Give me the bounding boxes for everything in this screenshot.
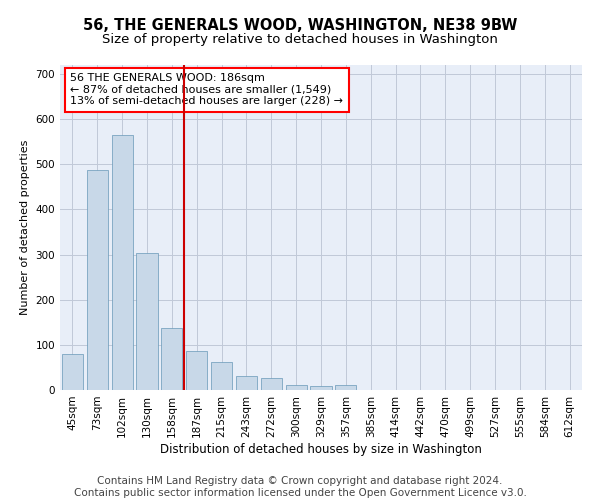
- Bar: [161, 328, 182, 390]
- Bar: [236, 376, 257, 390]
- Text: Size of property relative to detached houses in Washington: Size of property relative to detached ho…: [102, 32, 498, 46]
- Bar: [186, 351, 207, 390]
- Text: Contains HM Land Registry data © Crown copyright and database right 2024.
Contai: Contains HM Land Registry data © Crown c…: [74, 476, 526, 498]
- Bar: [136, 253, 158, 390]
- Text: 56 THE GENERALS WOOD: 186sqm
← 87% of detached houses are smaller (1,549)
13% of: 56 THE GENERALS WOOD: 186sqm ← 87% of de…: [70, 73, 343, 106]
- Text: 56, THE GENERALS WOOD, WASHINGTON, NE38 9BW: 56, THE GENERALS WOOD, WASHINGTON, NE38 …: [83, 18, 517, 32]
- Bar: [112, 135, 133, 390]
- Bar: [62, 354, 83, 390]
- Bar: [87, 170, 108, 390]
- Bar: [261, 378, 282, 390]
- Y-axis label: Number of detached properties: Number of detached properties: [20, 140, 30, 315]
- Bar: [286, 386, 307, 390]
- X-axis label: Distribution of detached houses by size in Washington: Distribution of detached houses by size …: [160, 442, 482, 456]
- Bar: [211, 362, 232, 390]
- Bar: [310, 386, 332, 390]
- Bar: [335, 386, 356, 390]
